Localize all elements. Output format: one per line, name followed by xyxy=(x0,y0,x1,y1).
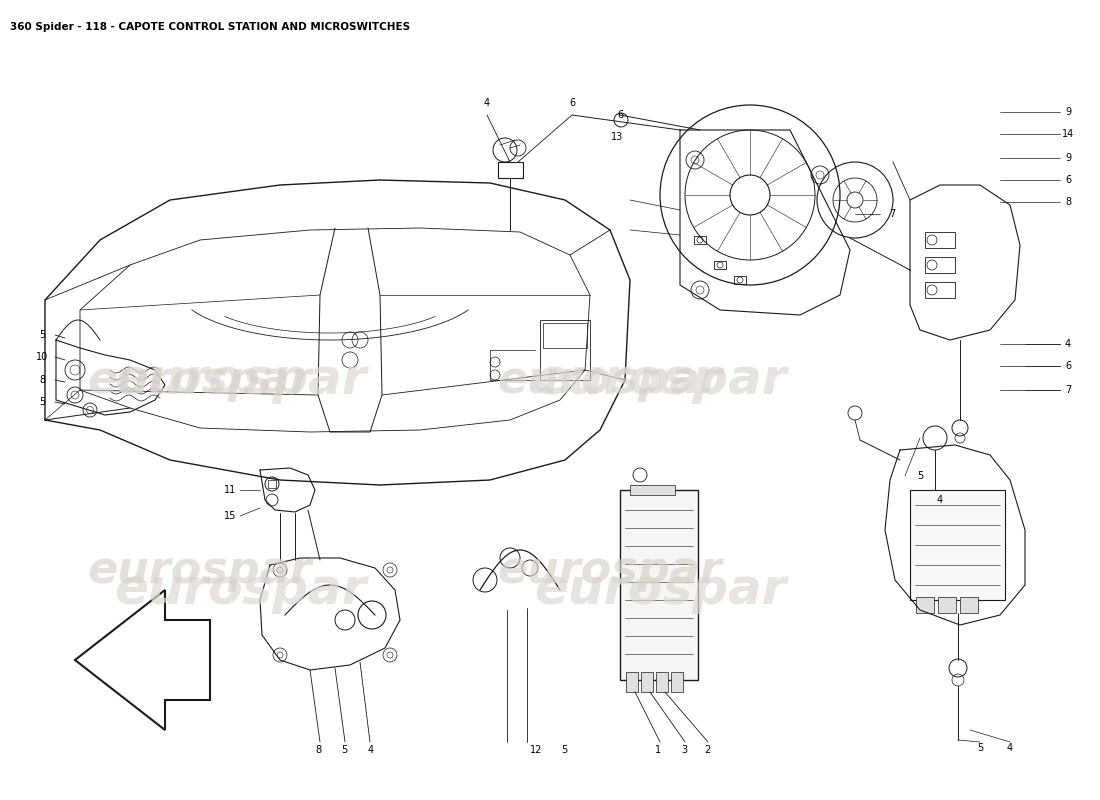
Bar xyxy=(540,320,590,380)
Text: 5: 5 xyxy=(39,330,45,340)
Text: 2: 2 xyxy=(704,745,711,755)
Text: 14: 14 xyxy=(1062,129,1074,139)
Text: 9: 9 xyxy=(1065,107,1071,117)
Text: 7: 7 xyxy=(889,209,895,219)
Text: 9: 9 xyxy=(1065,153,1071,163)
Text: 10: 10 xyxy=(36,352,48,362)
Text: 15: 15 xyxy=(223,511,236,521)
Bar xyxy=(925,282,955,298)
Text: 360 Spider - 118 - CAPOTE CONTROL STATION AND MICROSWITCHES: 360 Spider - 118 - CAPOTE CONTROL STATIO… xyxy=(10,22,410,32)
Text: 6: 6 xyxy=(617,110,623,120)
Text: 6: 6 xyxy=(569,98,575,108)
Text: eurospar: eurospar xyxy=(497,358,723,402)
Bar xyxy=(916,597,934,613)
Bar xyxy=(960,597,978,613)
Text: 4: 4 xyxy=(937,495,943,505)
Bar xyxy=(925,257,955,273)
Text: 5: 5 xyxy=(561,745,568,755)
Text: 6: 6 xyxy=(1065,175,1071,185)
Text: 5: 5 xyxy=(977,743,983,753)
Bar xyxy=(641,672,653,692)
Text: 8: 8 xyxy=(1065,197,1071,207)
Text: 6: 6 xyxy=(1065,361,1071,371)
Text: 5: 5 xyxy=(39,397,45,407)
Text: eurospar: eurospar xyxy=(113,356,366,404)
Bar xyxy=(694,236,706,244)
Text: eurospar: eurospar xyxy=(113,566,366,614)
Bar xyxy=(734,276,746,284)
Bar xyxy=(626,672,638,692)
Text: 1: 1 xyxy=(654,745,661,755)
Text: 13: 13 xyxy=(610,132,623,142)
Text: eurospar: eurospar xyxy=(534,566,786,614)
Text: 4: 4 xyxy=(367,745,374,755)
Text: 3: 3 xyxy=(681,745,688,755)
Bar xyxy=(656,672,668,692)
Text: 8: 8 xyxy=(315,745,321,755)
Polygon shape xyxy=(75,590,210,730)
Text: eurospar: eurospar xyxy=(497,549,723,591)
Text: 5: 5 xyxy=(341,745,348,755)
Bar xyxy=(925,232,955,248)
Text: eurospar: eurospar xyxy=(534,356,786,404)
Bar xyxy=(938,597,956,613)
Text: eurospar: eurospar xyxy=(88,358,312,402)
Text: 4: 4 xyxy=(484,98,491,108)
Text: 8: 8 xyxy=(39,375,45,385)
Bar xyxy=(630,485,675,495)
Text: 12: 12 xyxy=(530,745,542,755)
Bar xyxy=(268,480,276,488)
Text: eurospar: eurospar xyxy=(88,549,312,591)
Bar xyxy=(620,490,698,680)
Text: 7: 7 xyxy=(1065,385,1071,395)
Bar xyxy=(498,162,522,178)
Bar xyxy=(910,490,1005,600)
Bar xyxy=(671,672,683,692)
Bar xyxy=(714,261,726,269)
Bar xyxy=(543,323,587,348)
Text: 4: 4 xyxy=(1006,743,1013,753)
Text: 5: 5 xyxy=(917,471,923,481)
Text: 11: 11 xyxy=(224,485,236,495)
Text: 4: 4 xyxy=(1065,339,1071,349)
